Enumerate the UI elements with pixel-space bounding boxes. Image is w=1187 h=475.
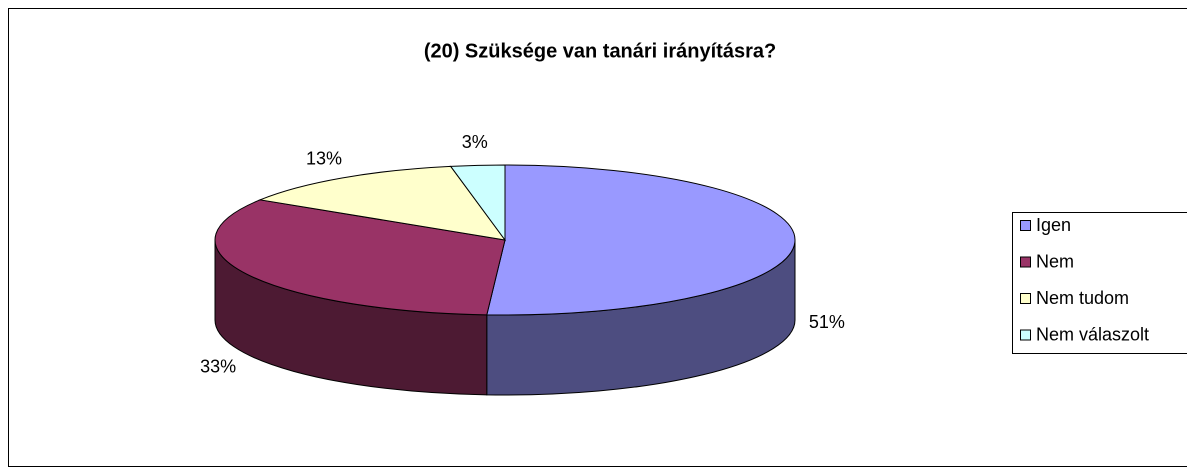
legend-label: Igen	[1036, 215, 1071, 235]
legend-label: Nem tudom	[1036, 288, 1129, 308]
pie-slice	[486, 164, 796, 316]
legend-swatch	[1020, 220, 1031, 231]
data-label: 3%	[462, 132, 488, 152]
data-label: 51%	[809, 312, 845, 332]
legend-box	[1012, 212, 1187, 354]
pie-slice	[258, 165, 507, 241]
pie-slice	[449, 164, 506, 242]
legend-label: Nem	[1036, 251, 1074, 271]
legend-swatch	[1020, 329, 1031, 341]
data-label: 33%	[200, 356, 236, 376]
chart-title: (20) Szüksége van tanári irányításra?	[424, 40, 776, 62]
data-label: 13%	[306, 149, 342, 169]
legend-swatch	[1020, 256, 1031, 268]
legend-label: Nem válaszolt	[1036, 324, 1149, 344]
legend-swatch	[1020, 293, 1031, 304]
